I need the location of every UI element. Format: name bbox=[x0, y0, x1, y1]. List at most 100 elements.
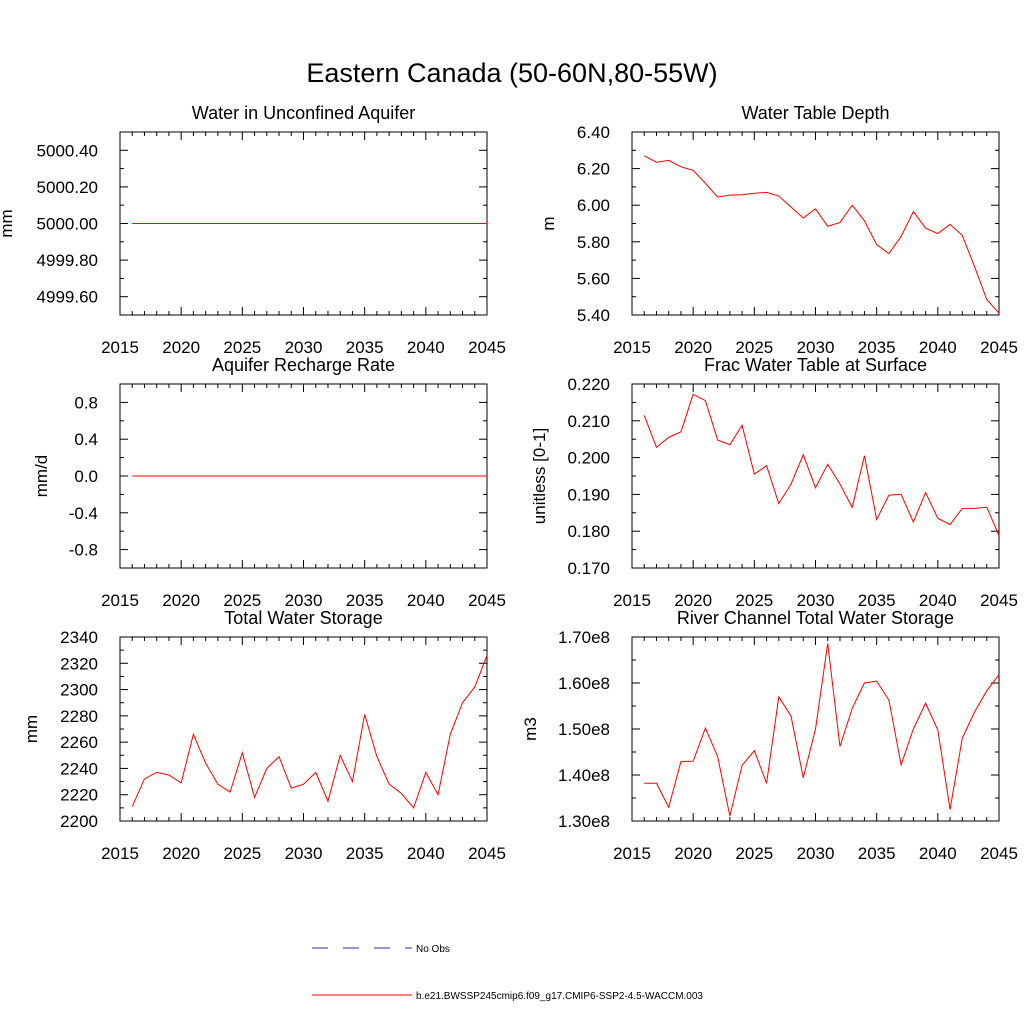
x-tick-label: 2040 bbox=[407, 591, 445, 610]
y-tick-label: 6.20 bbox=[577, 160, 610, 179]
y-tick-label: 5.80 bbox=[577, 233, 610, 252]
y-tick-label: 2240 bbox=[60, 759, 98, 778]
x-tick-label: 2035 bbox=[858, 591, 896, 610]
y-tick-label: 2340 bbox=[60, 628, 98, 647]
x-tick-label: 2045 bbox=[980, 844, 1018, 863]
y-tick-label: 6.40 bbox=[577, 123, 610, 142]
y-tick-label: 0.200 bbox=[567, 449, 610, 468]
x-tick-label: 2020 bbox=[162, 844, 200, 863]
x-tick-label: 2045 bbox=[468, 844, 506, 863]
x-tick-label: 2035 bbox=[346, 591, 384, 610]
y-axis-label: unitless [0-1] bbox=[530, 428, 549, 524]
y-tick-label: -0.8 bbox=[69, 541, 98, 560]
x-tick-label: 2020 bbox=[674, 591, 712, 610]
x-tick-label: 2015 bbox=[613, 338, 651, 357]
legend-entry-no-obs: No Obs bbox=[312, 944, 450, 955]
x-tick-label: 2040 bbox=[919, 591, 957, 610]
x-tick-label: 2020 bbox=[162, 591, 200, 610]
x-tick-label: 2030 bbox=[797, 591, 835, 610]
y-tick-label: 4999.80 bbox=[37, 251, 98, 270]
x-tick-label: 2040 bbox=[407, 844, 445, 863]
legend-entry-model: b.e21.BWSSP245cmip6.f09_g17.CMIP6-SSP2-4… bbox=[312, 991, 703, 1002]
y-tick-label: 4999.60 bbox=[37, 288, 98, 307]
y-axis-label: mm bbox=[0, 209, 16, 237]
y-tick-label: 5000.00 bbox=[37, 215, 98, 234]
y-tick-label: 5.60 bbox=[577, 269, 610, 288]
series-line bbox=[643, 393, 1000, 536]
y-tick-label: 0.180 bbox=[567, 522, 610, 541]
y-axis-label: mm/d bbox=[32, 455, 51, 498]
y-tick-label: 1.50e8 bbox=[558, 720, 610, 739]
y-axis-label: m3 bbox=[521, 717, 540, 741]
x-tick-label: 2035 bbox=[858, 338, 896, 357]
y-tick-label: -0.4 bbox=[69, 504, 98, 523]
y-tick-label: 1.30e8 bbox=[558, 812, 610, 831]
plot-frame bbox=[631, 131, 1000, 316]
y-tick-label: 5000.40 bbox=[37, 141, 98, 160]
x-tick-label: 2020 bbox=[674, 338, 712, 357]
x-tick-label: 2030 bbox=[285, 844, 323, 863]
legend-label-model: b.e21.BWSSP245cmip6.f09_g17.CMIP6-SSP2-4… bbox=[416, 991, 703, 1002]
panel-total-water-storage: Total Water Storage mm 2015 2020 2025 2030 203… bbox=[22, 608, 506, 863]
y-tick-label: 0.4 bbox=[74, 430, 98, 449]
y-tick-label: 2320 bbox=[60, 654, 98, 673]
series-line bbox=[644, 643, 1000, 817]
y-tick-label: 0.170 bbox=[567, 559, 610, 578]
x-tick-label: 2040 bbox=[919, 338, 957, 357]
y-tick-label: 1.60e8 bbox=[558, 674, 610, 693]
y-tick-label: 0.190 bbox=[567, 485, 610, 504]
panel-title: Frac Water Table at Surface bbox=[704, 355, 927, 375]
x-tick-label: 2030 bbox=[285, 338, 323, 357]
x-tick-label: 2045 bbox=[980, 591, 1018, 610]
x-tick-label: 2015 bbox=[101, 844, 139, 863]
x-tick-label: 2030 bbox=[285, 591, 323, 610]
panel-title: Water in Unconfined Aquifer bbox=[192, 103, 415, 123]
x-tick-label: 2025 bbox=[223, 844, 261, 863]
x-tick-label: 2015 bbox=[101, 591, 139, 610]
series-line bbox=[643, 155, 1000, 314]
series-line bbox=[131, 655, 488, 809]
y-tick-label: 1.40e8 bbox=[558, 766, 610, 785]
x-tick-label: 2030 bbox=[797, 338, 835, 357]
y-tick-label: 2280 bbox=[60, 707, 98, 726]
x-tick-label: 2015 bbox=[613, 591, 651, 610]
x-tick-label: 2040 bbox=[919, 844, 957, 863]
y-tick-label: 5.40 bbox=[577, 306, 610, 325]
panel-unconfined-aquifer: Water in Unconfined Aquifer mm 2015 2020 202… bbox=[0, 103, 506, 357]
y-tick-label: 0.220 bbox=[567, 375, 610, 394]
panel-water-table-depth: Water Table Depth m 2015 2020 2025 2030 2035 20… bbox=[539, 103, 1018, 357]
x-tick-label: 2025 bbox=[223, 591, 261, 610]
figure-title: Eastern Canada (50-60N,80-55W) bbox=[306, 58, 717, 88]
x-tick-label: 2020 bbox=[162, 338, 200, 357]
y-tick-label: 2220 bbox=[60, 786, 98, 805]
x-tick-label: 2045 bbox=[980, 338, 1018, 357]
x-tick-label: 2020 bbox=[674, 844, 712, 863]
x-tick-label: 2025 bbox=[223, 338, 261, 357]
y-tick-label: 1.70e8 bbox=[558, 628, 610, 647]
x-tick-label: 2015 bbox=[613, 844, 651, 863]
legend: No Obs b.e21.BWSSP245cmip6.f09_g17.CMIP6… bbox=[312, 944, 703, 1002]
plot-frame bbox=[119, 636, 488, 822]
y-tick-label: 6.00 bbox=[577, 196, 610, 215]
y-tick-label: 0.210 bbox=[567, 412, 610, 431]
x-tick-label: 2025 bbox=[735, 338, 773, 357]
x-tick-label: 2015 bbox=[101, 338, 139, 357]
panel-title: River Channel Total Water Storage bbox=[677, 608, 954, 628]
panel-frac-water-table: Frac Water Table at Surface unitless [0-1… bbox=[530, 355, 1018, 610]
x-tick-label: 2030 bbox=[797, 844, 835, 863]
panel-title: Water Table Depth bbox=[741, 103, 889, 123]
y-tick-label: 2260 bbox=[60, 733, 98, 752]
x-tick-label: 2035 bbox=[346, 338, 384, 357]
y-axis-label: mm bbox=[22, 715, 41, 743]
panel-river-channel-storage: River Channel Total Water Storage m3 2015 2… bbox=[521, 608, 1018, 863]
x-tick-label: 2025 bbox=[735, 591, 773, 610]
x-tick-label: 2045 bbox=[468, 591, 506, 610]
x-tick-label: 2040 bbox=[407, 338, 445, 357]
panel-recharge-rate: Aquifer Recharge Rate mm/d 2015 2020 2025 203… bbox=[32, 355, 506, 610]
panel-title: Aquifer Recharge Rate bbox=[212, 355, 395, 375]
y-tick-label: 5000.20 bbox=[37, 178, 98, 197]
y-tick-label: 2300 bbox=[60, 681, 98, 700]
panel-title: Total Water Storage bbox=[224, 608, 382, 628]
x-tick-label: 2035 bbox=[858, 844, 896, 863]
